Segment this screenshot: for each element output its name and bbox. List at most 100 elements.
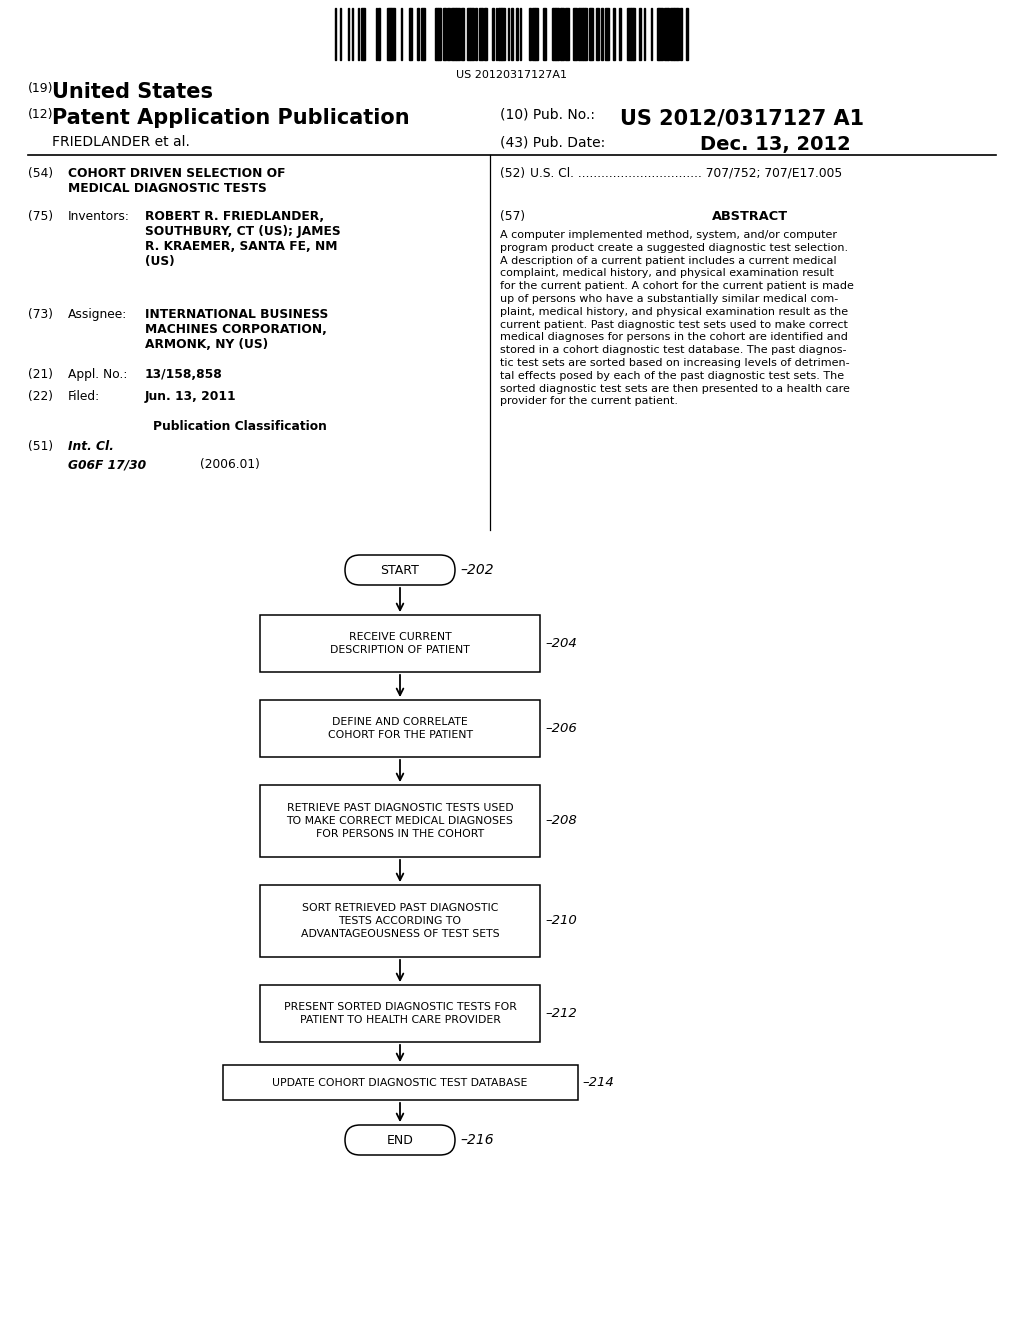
Text: –206: –206 (545, 722, 577, 735)
Text: ABSTRACT: ABSTRACT (712, 210, 788, 223)
Bar (573, 8, 577, 59)
Bar (565, 8, 569, 59)
Text: –202: –202 (460, 564, 494, 577)
Text: 13/158,858: 13/158,858 (145, 368, 223, 381)
Bar (447, 8, 450, 59)
Text: US 20120317127A1: US 20120317127A1 (457, 70, 567, 81)
Bar (532, 8, 535, 59)
Bar (361, 8, 365, 59)
Text: Appl. No.:: Appl. No.: (68, 368, 127, 381)
Text: –204: –204 (545, 638, 577, 649)
Text: Assignee:: Assignee: (68, 308, 127, 321)
FancyBboxPatch shape (345, 1125, 455, 1155)
Bar (631, 8, 633, 59)
Bar (670, 8, 674, 59)
Bar (502, 8, 505, 59)
Bar (680, 8, 682, 59)
Text: (19): (19) (28, 82, 53, 95)
Text: –214: –214 (583, 1076, 614, 1089)
Bar (579, 8, 583, 59)
Text: (52): (52) (500, 168, 525, 180)
Text: END: END (387, 1134, 414, 1147)
Bar (443, 8, 446, 59)
Bar (461, 8, 463, 59)
Bar (674, 8, 677, 59)
Text: U.S. Cl. ................................ 707/752; 707/E17.005: U.S. Cl. ...............................… (530, 168, 843, 180)
Bar (659, 8, 663, 59)
Bar (475, 8, 477, 59)
Text: US 2012/0317127 A1: US 2012/0317127 A1 (620, 108, 864, 128)
Bar (456, 8, 460, 59)
FancyBboxPatch shape (222, 1065, 578, 1100)
Text: RETRIEVE PAST DIAGNOSTIC TESTS USED
TO MAKE CORRECT MEDICAL DIAGNOSES
FOR PERSON: RETRIEVE PAST DIAGNOSTIC TESTS USED TO M… (287, 803, 513, 840)
Bar (613, 8, 615, 59)
Bar (492, 8, 494, 59)
Text: Publication Classification: Publication Classification (153, 420, 327, 433)
FancyBboxPatch shape (260, 615, 540, 672)
Bar (556, 8, 558, 59)
Bar (561, 8, 564, 59)
Text: FRIEDLANDER et al.: FRIEDLANDER et al. (52, 135, 189, 149)
Text: –208: –208 (545, 814, 577, 828)
Bar (591, 8, 593, 59)
Bar (543, 8, 546, 59)
Bar (387, 8, 389, 59)
Text: –210: –210 (545, 915, 577, 928)
Text: START: START (381, 564, 420, 577)
Text: –216: –216 (460, 1133, 494, 1147)
Bar (378, 8, 380, 59)
Bar (686, 8, 688, 59)
Text: (51): (51) (28, 440, 53, 453)
Text: (21): (21) (28, 368, 53, 381)
Text: COHORT DRIVEN SELECTION OF
MEDICAL DIAGNOSTIC TESTS: COHORT DRIVEN SELECTION OF MEDICAL DIAGN… (68, 168, 286, 195)
Bar (601, 8, 603, 59)
Bar (391, 8, 395, 59)
Bar (421, 8, 425, 59)
Bar (529, 8, 531, 59)
Bar (511, 8, 513, 59)
Text: Filed:: Filed: (68, 389, 100, 403)
Bar (436, 8, 438, 59)
Text: (75): (75) (28, 210, 53, 223)
Text: (10) Pub. No.:: (10) Pub. No.: (500, 108, 595, 121)
Text: –212: –212 (545, 1007, 577, 1020)
FancyBboxPatch shape (260, 700, 540, 756)
Bar (410, 8, 412, 59)
Bar (618, 8, 621, 59)
Bar (479, 8, 483, 59)
Text: ROBERT R. FRIEDLANDER,
SOUTHBURY, CT (US); JAMES
R. KRAEMER, SANTA FE, NM
(US): ROBERT R. FRIEDLANDER, SOUTHBURY, CT (US… (145, 210, 341, 268)
FancyBboxPatch shape (260, 785, 540, 857)
FancyBboxPatch shape (260, 884, 540, 957)
Text: (54): (54) (28, 168, 53, 180)
Bar (451, 8, 453, 59)
Text: G06F 17/30: G06F 17/30 (68, 458, 146, 471)
Text: Int. Cl.: Int. Cl. (68, 440, 114, 453)
Bar (677, 8, 679, 59)
Bar (553, 8, 555, 59)
Bar (633, 8, 635, 59)
Bar (583, 8, 585, 59)
Text: United States: United States (52, 82, 213, 102)
Bar (627, 8, 631, 59)
Text: Inventors:: Inventors: (68, 210, 130, 223)
Text: UPDATE COHORT DIAGNOSTIC TEST DATABASE: UPDATE COHORT DIAGNOSTIC TEST DATABASE (272, 1077, 527, 1088)
FancyBboxPatch shape (345, 554, 455, 585)
Bar (605, 8, 609, 59)
Text: RECEIVE CURRENT
DESCRIPTION OF PATIENT: RECEIVE CURRENT DESCRIPTION OF PATIENT (330, 632, 470, 655)
Text: Patent Application Publication: Patent Application Publication (52, 108, 410, 128)
Text: (73): (73) (28, 308, 53, 321)
Text: A computer implemented method, system, and/or computer
program product create a : A computer implemented method, system, a… (500, 230, 854, 407)
Bar (438, 8, 440, 59)
Text: DEFINE AND CORRELATE
COHORT FOR THE PATIENT: DEFINE AND CORRELATE COHORT FOR THE PATI… (328, 717, 472, 741)
Text: (12): (12) (28, 108, 53, 121)
Bar (499, 8, 501, 59)
Text: Dec. 13, 2012: Dec. 13, 2012 (700, 135, 851, 154)
Bar (535, 8, 538, 59)
Text: (2006.01): (2006.01) (200, 458, 260, 471)
Bar (596, 8, 599, 59)
Text: Jun. 13, 2011: Jun. 13, 2011 (145, 389, 237, 403)
Text: INTERNATIONAL BUSINESS
MACHINES CORPORATION,
ARMONK, NY (US): INTERNATIONAL BUSINESS MACHINES CORPORAT… (145, 308, 329, 351)
Text: PRESENT SORTED DIAGNOSTIC TESTS FOR
PATIENT TO HEALTH CARE PROVIDER: PRESENT SORTED DIAGNOSTIC TESTS FOR PATI… (284, 1002, 516, 1026)
Bar (664, 8, 668, 59)
Bar (639, 8, 641, 59)
